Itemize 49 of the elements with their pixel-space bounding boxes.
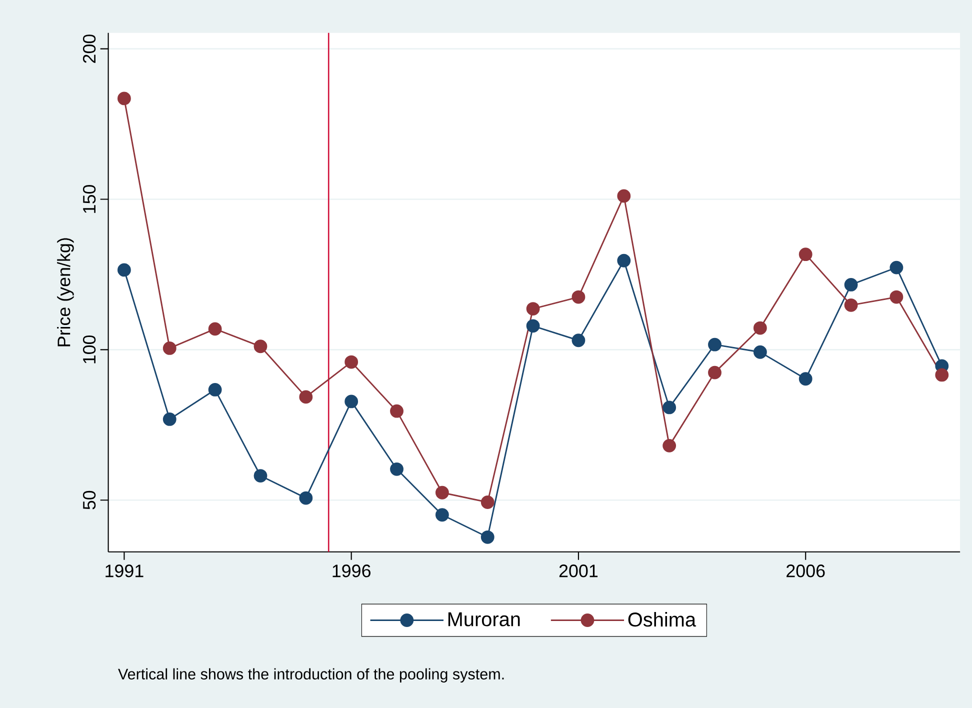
point — [208, 322, 222, 336]
point — [662, 400, 676, 414]
y-tick-label: 50 — [82, 490, 96, 510]
legend-label: Oshima — [628, 612, 696, 627]
point — [526, 319, 540, 332]
point — [753, 321, 767, 335]
point — [526, 302, 540, 316]
point — [208, 382, 222, 396]
x-tick-label: 1991 — [106, 564, 144, 578]
point — [344, 355, 358, 369]
point — [254, 468, 268, 482]
point — [662, 438, 676, 452]
text: Vertical line shows the introduction of the pooling system. — [118, 668, 504, 682]
point — [617, 254, 631, 268]
y-tick-label: 200 — [82, 34, 96, 63]
point — [117, 263, 131, 277]
point — [890, 260, 904, 274]
point — [390, 404, 404, 418]
point — [299, 491, 313, 505]
point — [117, 92, 131, 106]
y-axis-title: Price (yen/kg) — [57, 238, 74, 346]
point — [844, 278, 858, 292]
point — [617, 189, 631, 203]
point — [798, 247, 812, 261]
point — [480, 495, 494, 509]
point — [435, 508, 449, 522]
legend-label: Muroran — [448, 612, 520, 626]
point — [572, 290, 586, 304]
point — [299, 390, 313, 404]
point — [844, 298, 858, 312]
point — [480, 530, 494, 544]
point — [798, 372, 812, 386]
x-tick-label: 1996 — [332, 564, 370, 578]
point — [162, 341, 176, 355]
point — [753, 345, 767, 359]
point — [344, 394, 358, 408]
point — [708, 366, 722, 380]
x-tick-label: 2006 — [786, 564, 825, 578]
point — [162, 412, 176, 426]
point — [935, 368, 949, 382]
point — [254, 340, 268, 353]
point — [572, 334, 586, 347]
point — [435, 486, 449, 500]
x-tick-label: 2001 — [559, 564, 598, 578]
y-tick-label: 100 — [82, 335, 96, 364]
point — [390, 462, 404, 476]
y-tick-label: 150 — [82, 184, 96, 213]
point — [708, 338, 722, 352]
point — [890, 290, 904, 304]
